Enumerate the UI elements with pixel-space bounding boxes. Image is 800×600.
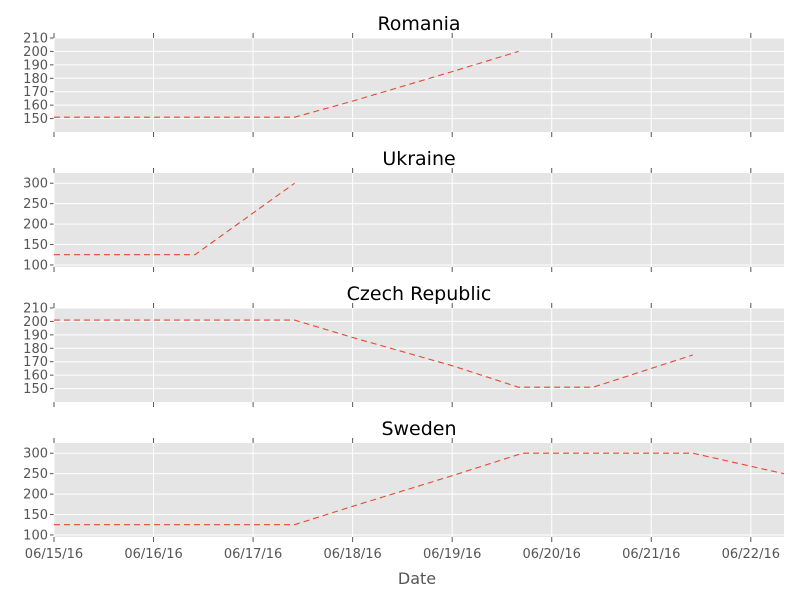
panel-ukraine: 100 150 200 250 300 Ukraine <box>23 148 784 273</box>
series-line <box>54 50 519 118</box>
series-line <box>54 319 693 388</box>
x-tick-label: 06/15/16 <box>25 547 83 562</box>
y-tick-label: 200 <box>23 218 48 233</box>
panel-title: Romania <box>377 13 460 35</box>
x-tick-label: 06/20/16 <box>523 547 581 562</box>
x-axis-label: Date <box>398 569 436 588</box>
y-tick-label: 210 <box>23 32 48 47</box>
y-tick-label: 300 <box>23 177 48 192</box>
y-tick-label: 170 <box>23 85 48 100</box>
y-tick-label: 180 <box>23 72 48 87</box>
y-tick-label: 150 <box>23 382 48 397</box>
y-tick-label: 300 <box>23 447 48 462</box>
y-tick-label: 190 <box>23 58 48 73</box>
panel-title: Czech Republic <box>347 283 492 305</box>
plot-background <box>54 173 784 267</box>
panel-title: Ukraine <box>382 148 455 170</box>
x-tick-label: 06/18/16 <box>323 547 381 562</box>
panel-sweden: 100 150 200 250 300 Sweden <box>23 418 785 543</box>
series-line <box>54 182 295 256</box>
x-tick-label: 06/19/16 <box>423 547 481 562</box>
plot-background <box>54 308 784 402</box>
y-tick-label: 250 <box>23 467 48 482</box>
x-tick-label: 06/21/16 <box>622 547 680 562</box>
y-tick-label: 150 <box>23 238 48 253</box>
y-tick-label: 200 <box>23 488 48 503</box>
y-tick-label: 200 <box>23 45 48 60</box>
panel-title: Sweden <box>381 418 456 440</box>
y-tick-label: 150 <box>23 508 48 523</box>
y-tick-label: 180 <box>23 342 48 357</box>
y-tick-label: 190 <box>23 328 48 343</box>
series-line <box>54 452 785 526</box>
y-tick-label: 160 <box>23 99 48 114</box>
y-tick-label: 160 <box>23 369 48 384</box>
plot-background <box>54 443 784 537</box>
x-tick-label: 06/22/16 <box>722 547 780 562</box>
y-tick-label: 150 <box>23 112 48 127</box>
plot-background <box>54 38 784 132</box>
y-tick-label: 170 <box>23 355 48 370</box>
y-tick-label: 100 <box>23 258 48 273</box>
y-tick-label: 100 <box>23 528 48 543</box>
x-tick-label: 06/16/16 <box>124 547 182 562</box>
y-tick-label: 210 <box>23 302 48 317</box>
y-tick-label: 250 <box>23 197 48 212</box>
y-tick-label: 200 <box>23 315 48 330</box>
x-tick-label: 06/17/16 <box>224 547 282 562</box>
